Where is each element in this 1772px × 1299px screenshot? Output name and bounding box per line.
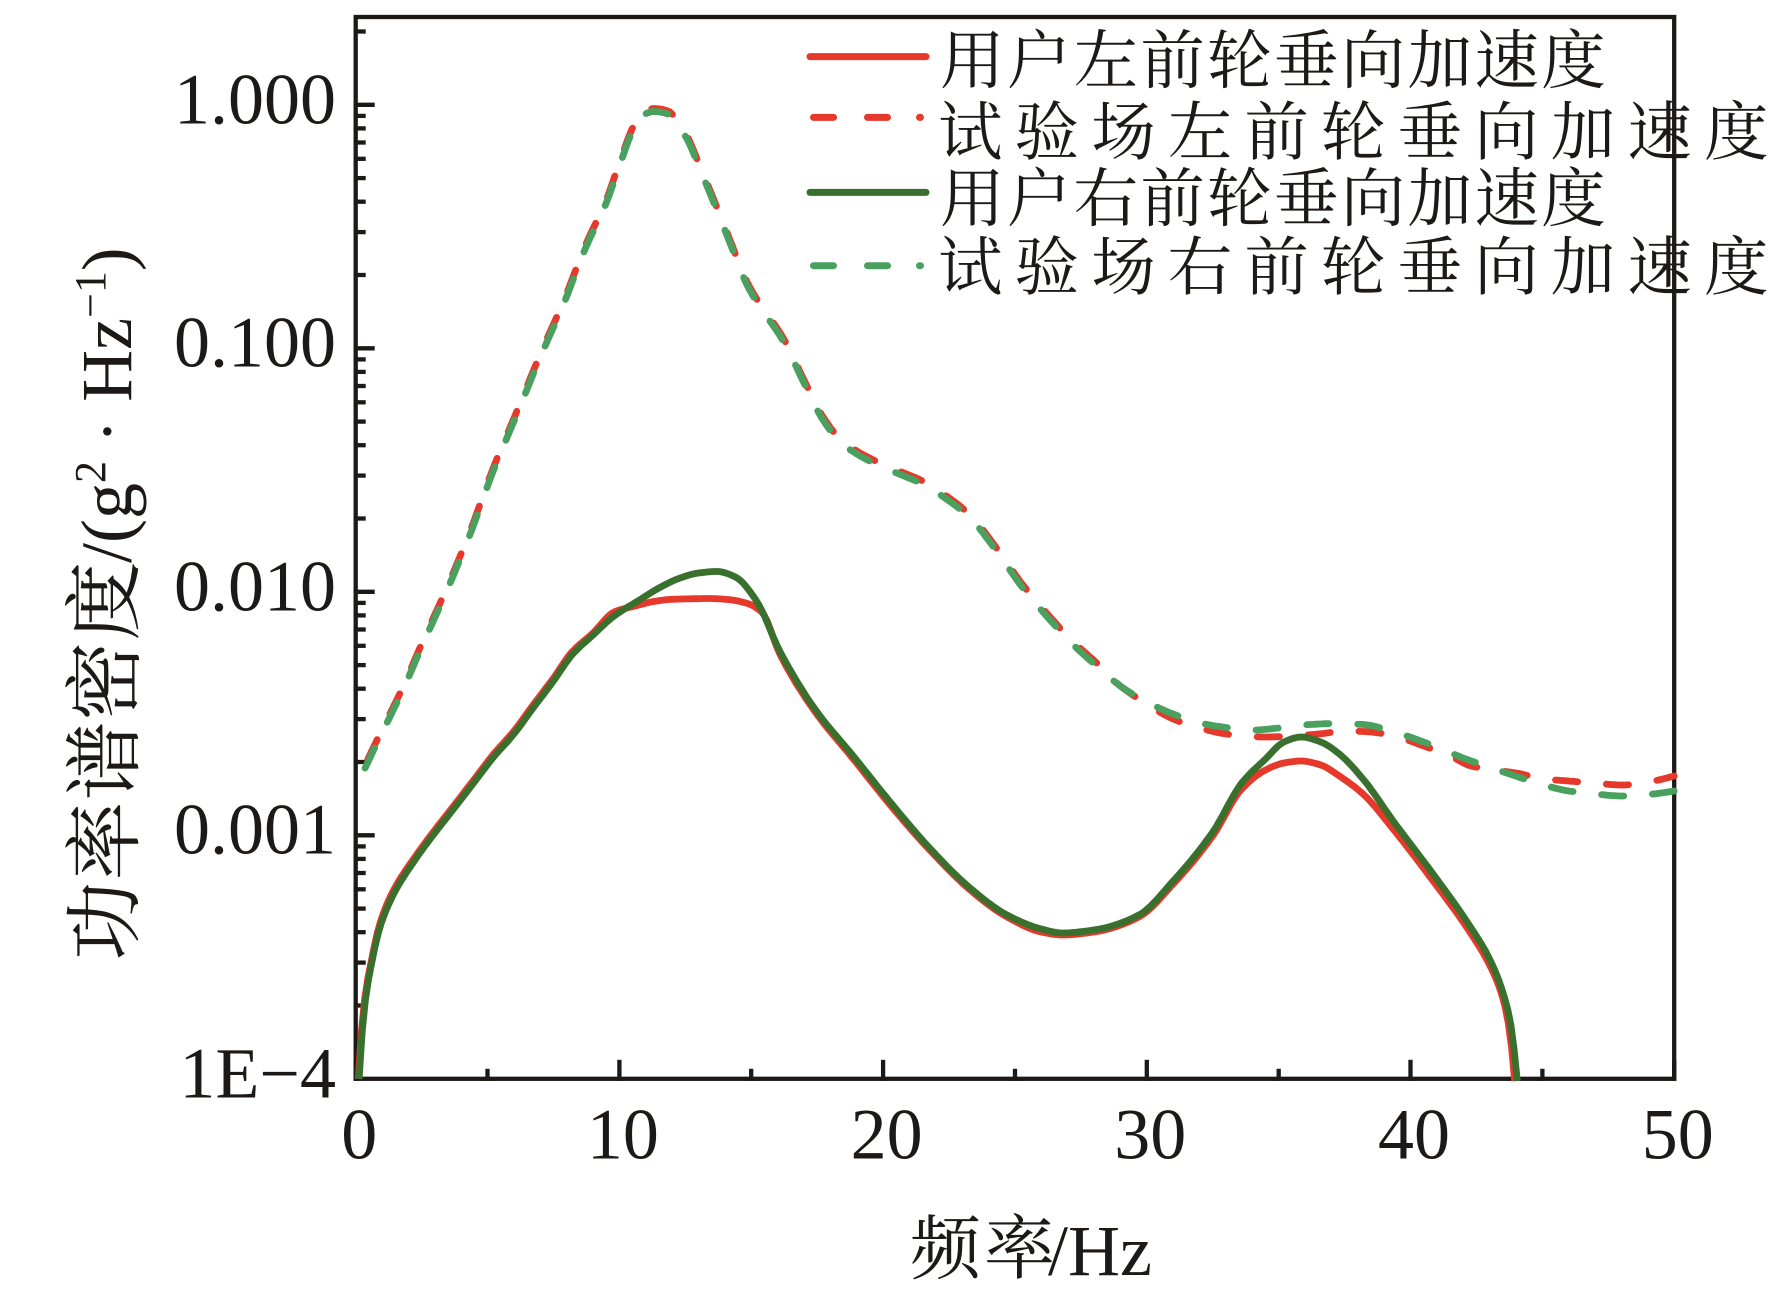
svg-text:/Hz: /Hz [1048, 1211, 1152, 1291]
svg-text:40: 40 [1378, 1095, 1450, 1175]
svg-text:20: 20 [851, 1095, 923, 1175]
svg-text:0: 0 [341, 1095, 377, 1175]
svg-text:1.000: 1.000 [174, 60, 336, 140]
svg-text:50: 50 [1642, 1095, 1714, 1175]
svg-text:0.001: 0.001 [174, 790, 336, 870]
svg-text:10: 10 [587, 1095, 659, 1175]
svg-text:1E−4: 1E−4 [179, 1034, 336, 1114]
svg-text:30: 30 [1114, 1095, 1186, 1175]
svg-text:0.010: 0.010 [174, 547, 336, 627]
svg-text:0.100: 0.100 [174, 303, 336, 383]
